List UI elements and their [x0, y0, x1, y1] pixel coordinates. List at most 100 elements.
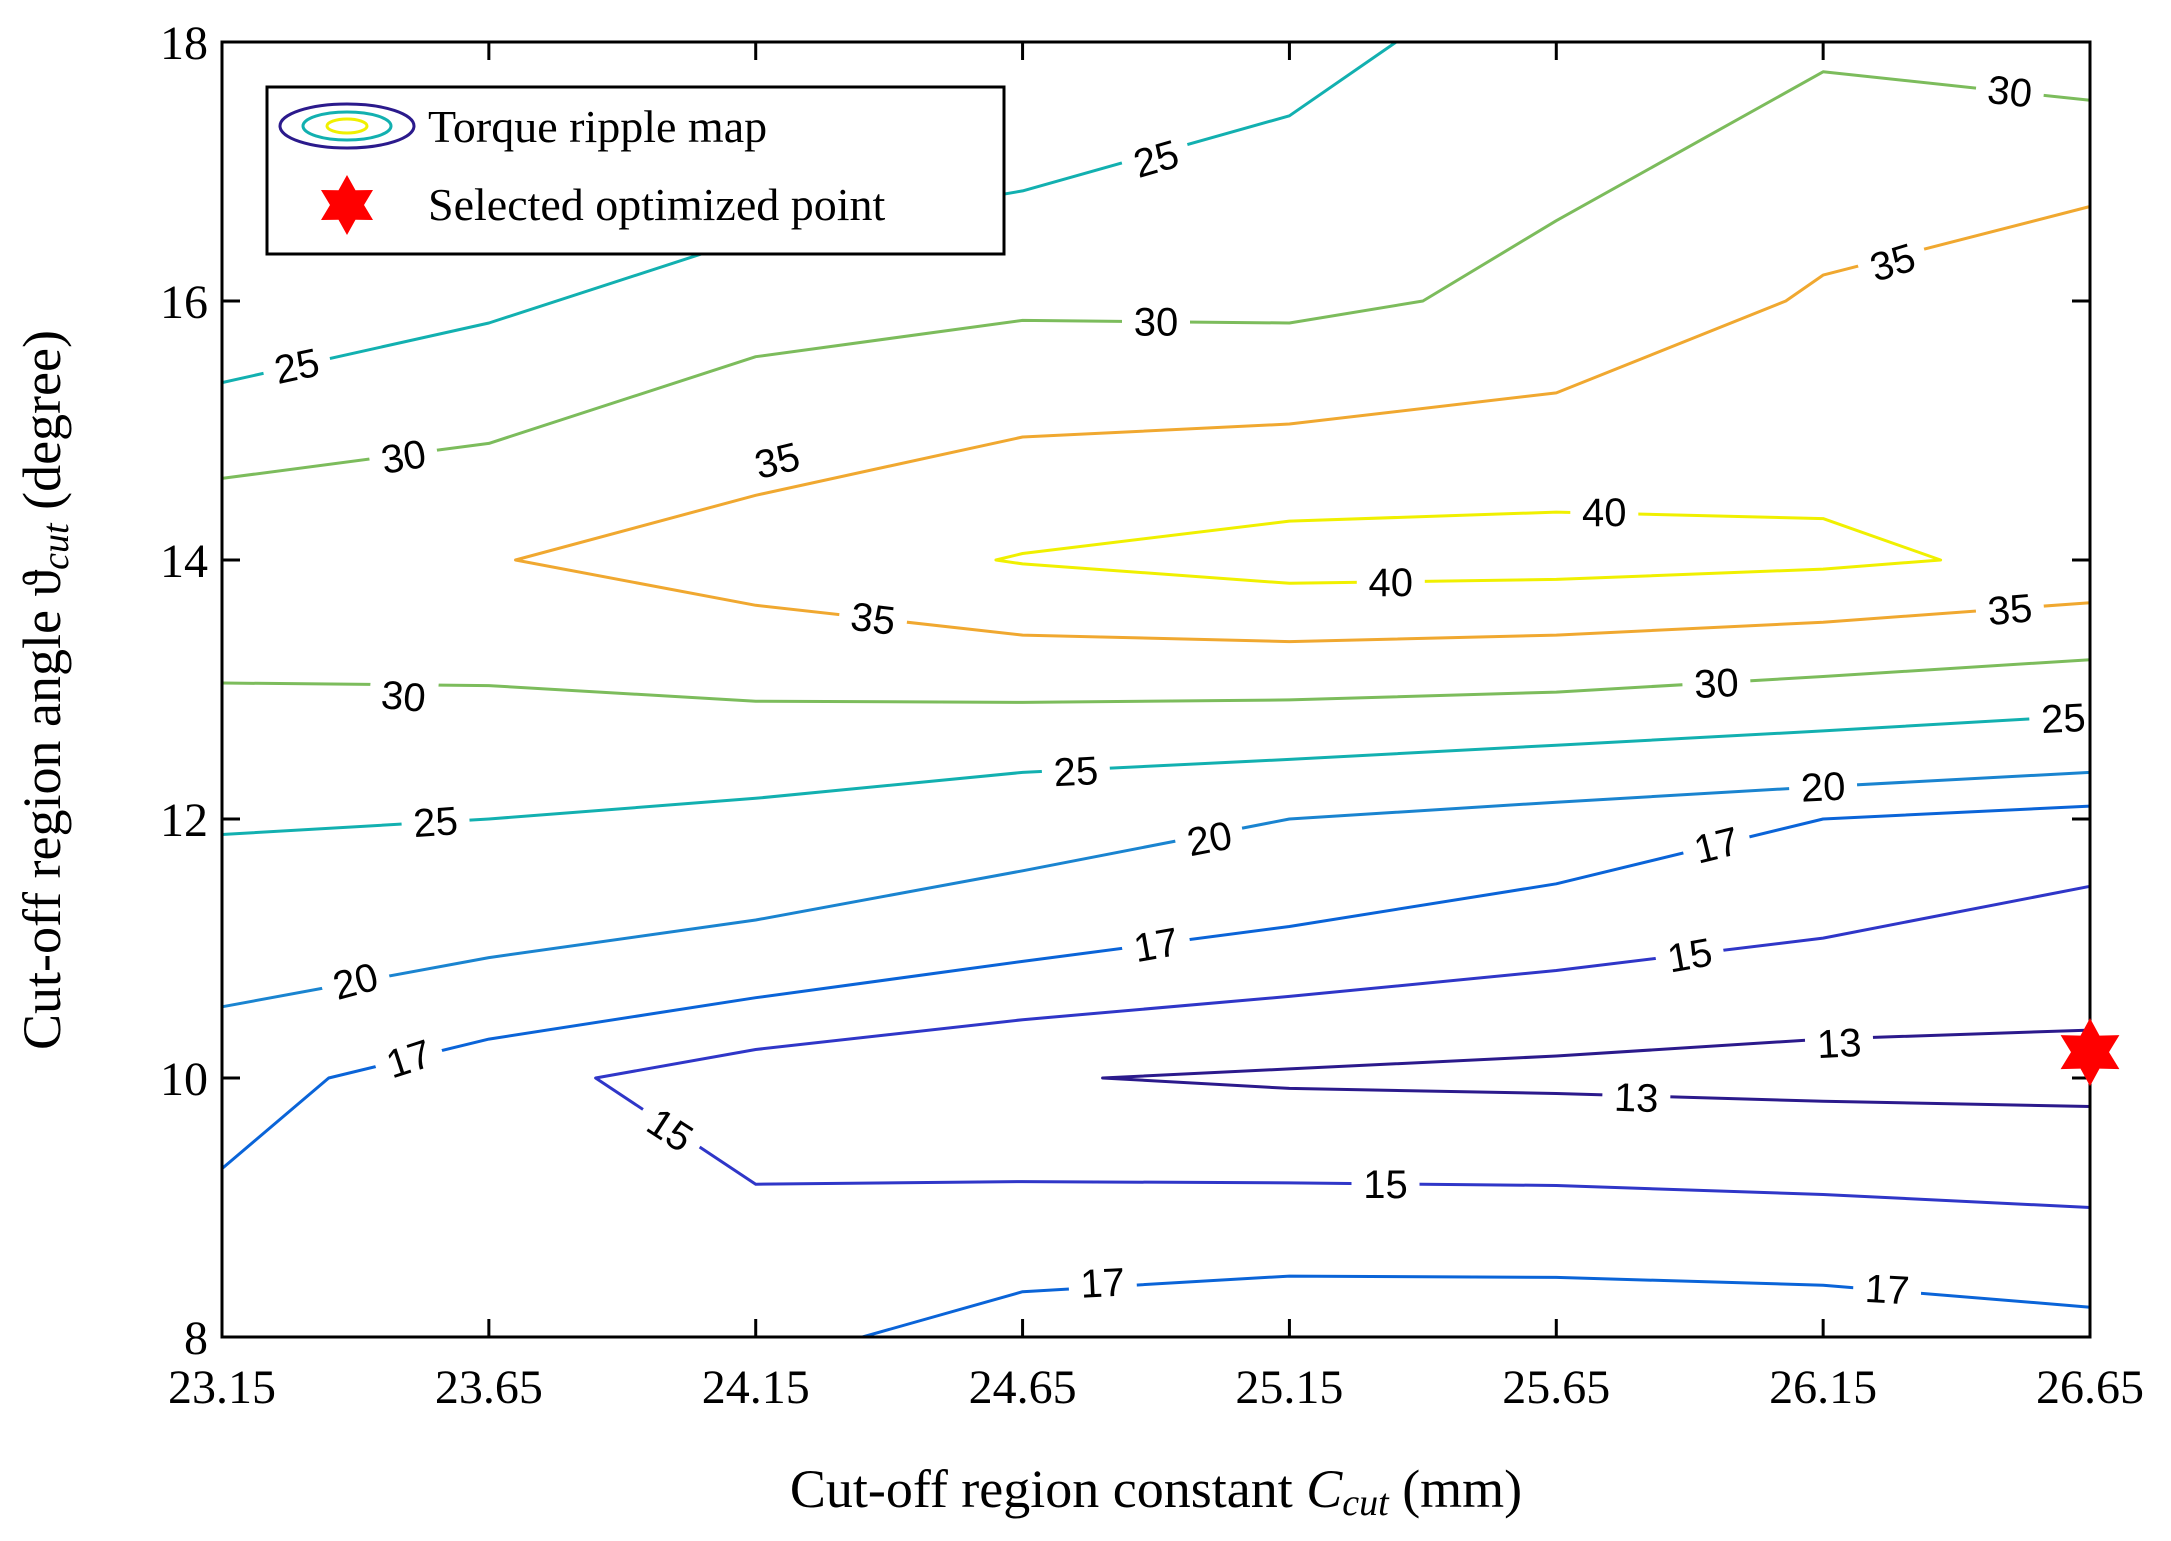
contour-label-text: 25: [271, 341, 324, 393]
x-tick-label: 23.65: [435, 1361, 543, 1414]
x-tick-label: 24.65: [969, 1361, 1077, 1414]
x-axis-ticks: 23.15 23.65 24.15 24.65 25.15 25.65 26.15 26.65: [168, 42, 2144, 1414]
contour-label-text: 13: [1613, 1076, 1659, 1122]
contour-label: 17: [1678, 815, 1755, 875]
contour-label: 17: [1852, 1265, 1923, 1313]
contour-label-gap: [629, 1092, 711, 1167]
legend: Torque ripple map Selected optimized poi…: [265, 85, 1006, 256]
contour-label-gap: [1117, 127, 1195, 190]
contour-line-30: [221, 658, 2091, 704]
contour-label-gap: [366, 428, 441, 484]
contour-label-text: 30: [1693, 661, 1740, 707]
y-axis-subscript: cut: [35, 522, 77, 570]
y-tick-label: 18: [160, 17, 208, 70]
x-axis-title: Cut-off region constant Ccut (mm): [790, 1459, 1522, 1524]
contour-label-gap: [1678, 815, 1755, 875]
contour-label: 30: [367, 671, 440, 721]
y-tick-label: 8: [184, 1312, 208, 1365]
contour-label: 20: [1787, 762, 1859, 811]
contour-label-text: 15: [1363, 1163, 1408, 1207]
contour-label-text: 20: [1184, 814, 1236, 866]
y-tick-label: 12: [160, 794, 208, 847]
contour-label: 20: [316, 950, 394, 1011]
contour-line-15: [594, 884, 2091, 1209]
contour-label: 30: [1973, 65, 2047, 117]
contour-line-25: [221, 713, 2091, 836]
legend-star-icon: [321, 175, 373, 235]
y-axis-title-prefix: Cut-off region angle: [12, 597, 72, 1050]
contour-label: 13: [1601, 1074, 1672, 1122]
contour-label-text: 30: [379, 673, 427, 721]
contour-label: 17: [369, 1027, 448, 1091]
contour-label-gap: [1118, 917, 1194, 973]
contour-label: 15: [1351, 1162, 1420, 1207]
contour-label-text: 35: [750, 435, 804, 488]
x-axis-unit: (mm): [1389, 1459, 1522, 1519]
contour-label-text: 30: [378, 432, 429, 483]
contour-label: 17: [1067, 1258, 1138, 1307]
y-axis-title: Cut-off region angle ϑcut (degree): [12, 330, 77, 1050]
contour-label-gap: [316, 950, 394, 1011]
x-tick-label: 23.15: [168, 1361, 276, 1414]
contour-label-gap: [1122, 299, 1190, 344]
contour-label-gap: [369, 1027, 448, 1091]
contour-label-text: 25: [2040, 696, 2087, 742]
contour-label-text: 17: [1864, 1267, 1911, 1313]
x-axis-subscript: cut: [1342, 1482, 1390, 1524]
contour-label: 35: [738, 430, 816, 490]
y-tick-label: 16: [160, 276, 208, 329]
contour-label-gap: [1974, 584, 2046, 635]
contour-label-gap: [836, 592, 910, 645]
contour-label-gap: [367, 671, 440, 721]
contour-label: 25: [1040, 747, 1112, 795]
contour-label: 20: [1171, 810, 1247, 867]
contour-line-20: [221, 770, 2091, 1009]
contour-label-text: 35: [1986, 586, 2034, 634]
legend-contour-icon: [278, 102, 416, 150]
contour-label-text: 40: [1582, 491, 1627, 535]
contour-label-text: 17: [1130, 920, 1181, 971]
contour-label: 13: [1804, 1019, 1875, 1067]
contour-label: 40: [1570, 490, 1639, 535]
contour-label-gap: [1852, 1265, 1923, 1313]
contour-label-gap: [1040, 747, 1112, 795]
contour-label-text: 13: [1816, 1021, 1863, 1067]
contour-label-gap: [258, 337, 335, 395]
contour-label-text: 30: [1985, 68, 2034, 116]
contour-label-gap: [1681, 659, 1752, 707]
x-tick-label: 26.65: [2036, 1361, 2144, 1414]
contour-label: 35: [1974, 584, 2046, 635]
selected-point-layer: [2060, 1018, 2120, 1087]
contour-label: 30: [366, 428, 441, 484]
axes-box: [220, 40, 2092, 1339]
x-tick-label: 25.15: [1235, 1361, 1343, 1414]
x-axis-title-prefix: Cut-off region constant: [790, 1459, 1306, 1519]
contour-label-gap: [1601, 1074, 1672, 1121]
contour-label-text: 40: [1369, 561, 1414, 605]
contour-label-gap: [1787, 762, 1859, 811]
x-tick-label: 25.65: [1502, 1361, 1610, 1414]
contour-label: 25: [2028, 694, 2099, 742]
selected-optimized-point: [2060, 1018, 2120, 1087]
contour-label-gap: [1853, 231, 1932, 294]
contour-label-gap: [1067, 1258, 1138, 1307]
x-axis-symbol: C: [1306, 1459, 1343, 1519]
contour-label: 15: [1652, 927, 1728, 983]
legend-label-selected-point: Selected optimized point: [428, 179, 886, 230]
contour-label-gap: [1351, 1162, 1420, 1207]
contour-label-gap: [1652, 927, 1728, 983]
legend-label-torque-ripple: Torque ripple map: [428, 101, 767, 152]
y-axis-symbol: ϑ: [12, 570, 72, 597]
contour-label-gap: [1804, 1019, 1875, 1067]
contour-line-30: [221, 70, 2091, 480]
contour-line-40: [994, 510, 1943, 585]
contour-label: 25: [258, 337, 335, 395]
contour-label-gap: [400, 797, 471, 846]
contour-label: 40: [1356, 560, 1425, 605]
contour-label-gap: [1356, 560, 1425, 604]
y-axis-unit: (degree): [12, 330, 72, 523]
contour-label-text: 20: [1800, 764, 1847, 810]
contour-line-13: [1101, 1028, 2092, 1108]
